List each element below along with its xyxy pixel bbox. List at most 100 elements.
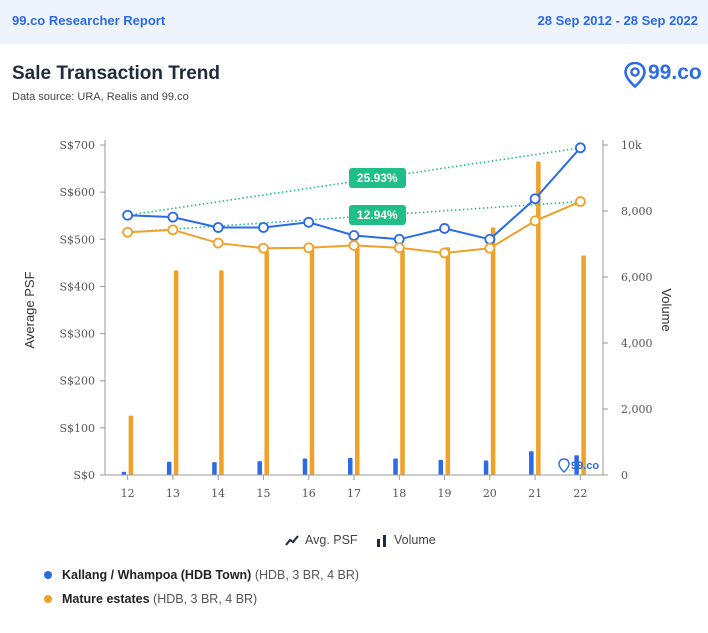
psf-point	[258, 242, 269, 254]
legend-label-avg-psf: Avg. PSF	[305, 533, 358, 547]
x-tick-label: 18	[392, 487, 406, 500]
psf-point	[574, 142, 586, 154]
psf-point	[212, 222, 224, 233]
psf-point	[439, 223, 450, 234]
location-pin-icon	[558, 458, 570, 473]
report-header: 99.co Researcher Report 28 Sep 2012 - 28…	[0, 0, 708, 44]
psf-point	[484, 242, 496, 254]
data-source: Data source: URA, Realis and 99.co	[12, 91, 189, 103]
volume-bar	[574, 455, 579, 475]
psf-point	[348, 240, 360, 251]
psf-point	[529, 215, 541, 227]
x-tick-label: 19	[438, 487, 452, 500]
chart-title: Sale Transaction Trend	[12, 63, 221, 84]
y-left-tick-label: S$0	[73, 469, 95, 482]
volume-bar	[264, 250, 269, 475]
x-tick-label: 16	[302, 487, 316, 500]
psf-point	[529, 193, 541, 205]
y-left-tick-label: S$100	[59, 422, 95, 435]
line-chart-icon	[285, 535, 299, 546]
volume-bar	[438, 459, 444, 475]
volume-bar	[309, 247, 315, 475]
series-dot-kallang	[44, 571, 52, 579]
y-left-tick-label: S$500	[59, 233, 95, 246]
psf-line	[127, 147, 582, 241]
x-tick-label: 17	[347, 487, 361, 500]
legend-label-volume: Volume	[394, 533, 436, 547]
report-date-range: 28 Sep 2012 - 28 Sep 2022	[537, 13, 698, 28]
psf-point	[258, 222, 269, 233]
watermark-text: 99.co	[571, 460, 599, 472]
series-name-mature: Mature estates	[62, 592, 150, 606]
psf-point	[574, 196, 586, 207]
volume-bar	[166, 461, 172, 475]
sale-transaction-chart: S$0 S$100 S$200 S$300 S$400 S$500 S$600 S$700 0 2…	[22, 139, 674, 500]
volume-bar	[445, 247, 451, 475]
volume-bar	[581, 255, 586, 475]
y-left-tick-label: S$300	[59, 328, 95, 341]
psf-point	[167, 224, 179, 236]
y-left-axis-title: Average PSF	[22, 271, 37, 348]
y-left-tick-label: S$200	[59, 375, 95, 388]
psf-point	[122, 209, 134, 221]
psf-point	[303, 242, 315, 254]
x-tick-label: 20	[483, 487, 497, 500]
growth-callout-kallang: 25.93%	[348, 167, 406, 188]
y-left-tick-label: S$600	[59, 186, 95, 199]
volume-bar	[490, 227, 496, 475]
series-key-mature[interactable]: Mature estates (HDB, 3 BR, 4 BR)	[44, 590, 258, 608]
y-right-tick-label: 4,000	[621, 337, 653, 350]
chart-axes: S$0 S$100 S$200 S$300 S$400 S$500 S$600 S$700 0 2…	[22, 139, 674, 500]
volume-bar	[355, 247, 360, 475]
psf-point	[122, 226, 134, 238]
legend-toggle-avg-psf[interactable]: Avg. PSF	[285, 530, 358, 550]
brand-logo: 99.co	[622, 60, 702, 90]
psf-point	[212, 237, 224, 249]
volume-bar	[212, 462, 217, 475]
y-left-tick-label: S$700	[59, 139, 95, 152]
volume-bar	[128, 415, 134, 475]
x-tick-label: 14	[211, 487, 225, 500]
volume-bar	[400, 250, 405, 475]
psf-point	[167, 211, 179, 223]
y-left-tick-label: S$400	[59, 280, 95, 293]
volume-bar	[393, 458, 398, 475]
x-tick-label: 22	[573, 487, 587, 500]
psf-point	[393, 242, 405, 254]
bar-chart-icon	[377, 534, 386, 547]
volume-bar	[529, 451, 534, 475]
volume-bar	[219, 270, 224, 475]
series-key-kallang[interactable]: Kallang / Whampoa (HDB Town) (HDB, 3 BR,…	[44, 566, 360, 584]
x-tick-label: 15	[256, 487, 270, 500]
series-name-kallang: Kallang / Whampoa (HDB Town)	[62, 568, 252, 582]
y-right-tick-label: 2,000	[621, 403, 653, 416]
y-right-tick-label: 6,000	[621, 271, 653, 284]
series-dot-mature	[44, 595, 52, 603]
psf-point	[484, 233, 496, 245]
series-detail-mature: (HDB, 3 BR, 4 BR)	[153, 592, 258, 606]
logo-text: 99.co	[648, 61, 702, 84]
y-right-tick-label: 10k	[621, 139, 642, 152]
legend-toggle-volume[interactable]: Volume	[376, 530, 436, 550]
volume-bar	[173, 270, 179, 475]
volume-bar	[483, 460, 489, 475]
report-brand: 99.co Researcher Report	[12, 13, 166, 28]
volume-bar	[348, 457, 353, 475]
growth-callout-mature: 12.94%	[348, 205, 406, 226]
chart-watermark: 99.co	[558, 458, 599, 473]
y-right-axis-title: Volume	[659, 288, 674, 331]
x-tick-label: 21	[528, 487, 542, 500]
location-pin-icon	[624, 62, 646, 88]
volume-bar	[302, 458, 308, 475]
chart-legend: Avg. PSF Volume	[0, 530, 708, 550]
x-tick-label: 12	[121, 487, 135, 500]
series-detail-kallang: (HDB, 3 BR, 4 BR)	[254, 568, 360, 582]
y-right-tick-label: 0	[621, 469, 628, 482]
volume-bar	[257, 461, 262, 475]
psf-point	[303, 216, 315, 228]
psf-lines	[122, 142, 586, 259]
psf-point	[348, 230, 360, 241]
y-right-tick-label: 8,000	[621, 205, 653, 218]
volume-bar	[536, 161, 541, 475]
x-tick-label: 13	[166, 487, 180, 500]
